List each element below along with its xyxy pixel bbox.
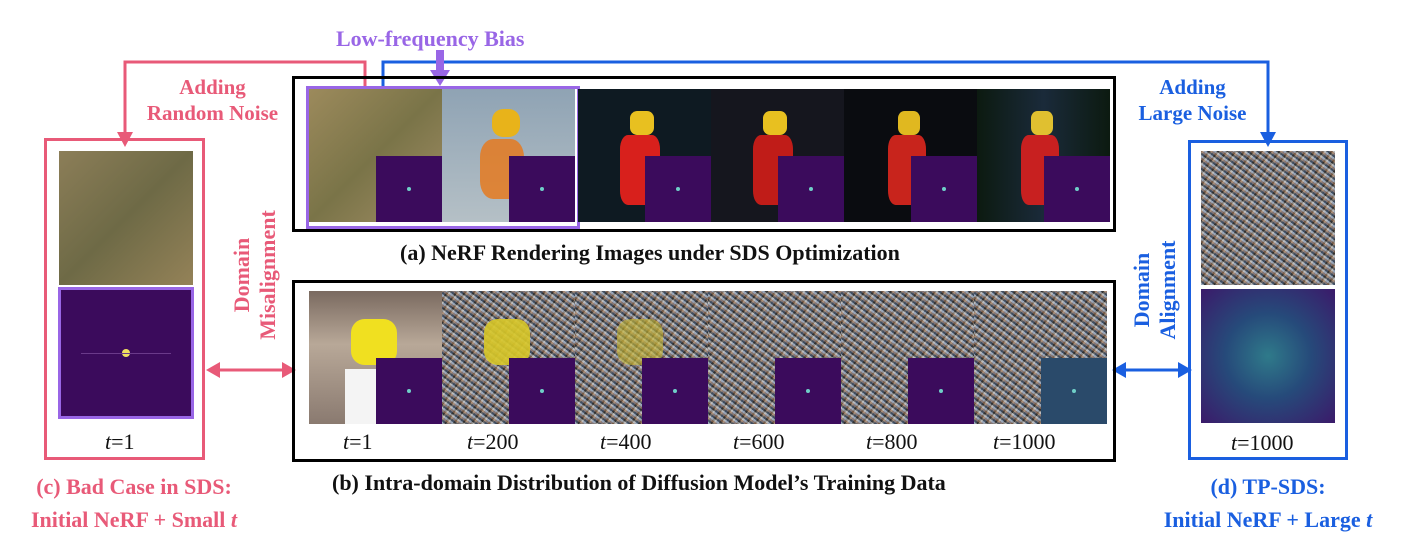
spectrum-inset [908, 358, 974, 424]
spectrum-inset [509, 358, 575, 424]
spectrum-inset [376, 156, 442, 222]
nerf-initial-image [59, 151, 193, 285]
training-image-t400 [575, 291, 708, 424]
panel-d-timestep: t=1000 [1231, 430, 1294, 455]
timestep-label: t=600 [733, 429, 785, 454]
training-image-t1 [309, 291, 442, 424]
spectrum-inset [778, 156, 844, 222]
panel-c-bad-case: t=1 [44, 138, 205, 460]
nerf-initial-spectrum [58, 287, 194, 419]
spectrum-inset [1041, 358, 1107, 424]
spectrum-inset [775, 358, 841, 424]
spectrum-inset [509, 156, 575, 222]
timestep-label: t=800 [866, 429, 918, 454]
nerf-render-5 [844, 89, 977, 222]
spectrum-inset [1044, 156, 1110, 222]
spectrum-inset [376, 358, 442, 424]
training-image-t200 [442, 291, 575, 424]
timestep-label: t=1 [343, 429, 373, 454]
low-frequency-bias-label: Low-frequency Bias [336, 26, 525, 51]
large-noise-spectrum [1201, 289, 1335, 423]
spectrum-inset [911, 156, 977, 222]
training-image-t800 [841, 291, 974, 424]
random-noise-label: Adding Random Noise [146, 75, 279, 125]
low-frequency-highlight [306, 86, 580, 229]
spectrum-inset [645, 156, 711, 222]
timestep-label: t=1000 [993, 429, 1056, 454]
nerf-render-2 [442, 89, 575, 222]
panel-a-nerf-renders [292, 76, 1116, 232]
panel-d-tp-sds: t=1000 [1188, 140, 1348, 460]
panel-b-training-data: t=1 t=200 t=400 t=600 t=800 t=1000 [292, 280, 1116, 462]
panel-d-caption: (d) TP-SDS: Initial NeRF + Large t [1163, 474, 1373, 532]
nerf-render-1 [309, 89, 442, 222]
panel-b-caption: (b) Intra-domain Distribution of Diffusi… [332, 470, 946, 495]
spectrum-inset [642, 358, 708, 424]
timestep-label: t=400 [600, 429, 652, 454]
domain-misalignment-label: Domain Misalignment [229, 210, 280, 340]
nerf-render-4 [711, 89, 844, 222]
large-noise-image [1201, 151, 1335, 285]
timestep-label: t=200 [467, 429, 519, 454]
training-image-t600 [708, 291, 841, 424]
nerf-render-3 [578, 89, 711, 222]
nerf-render-6 [977, 89, 1110, 222]
domain-alignment-label: Domain Alignment [1129, 240, 1180, 340]
panel-a-caption: (a) NeRF Rendering Images under SDS Opti… [400, 240, 900, 265]
panel-c-caption: (c) Bad Case in SDS: Initial NeRF + Smal… [30, 474, 238, 532]
training-image-t1000 [974, 291, 1107, 424]
panel-c-timestep: t=1 [105, 429, 135, 454]
large-noise-label: Adding Large Noise [1138, 75, 1247, 125]
